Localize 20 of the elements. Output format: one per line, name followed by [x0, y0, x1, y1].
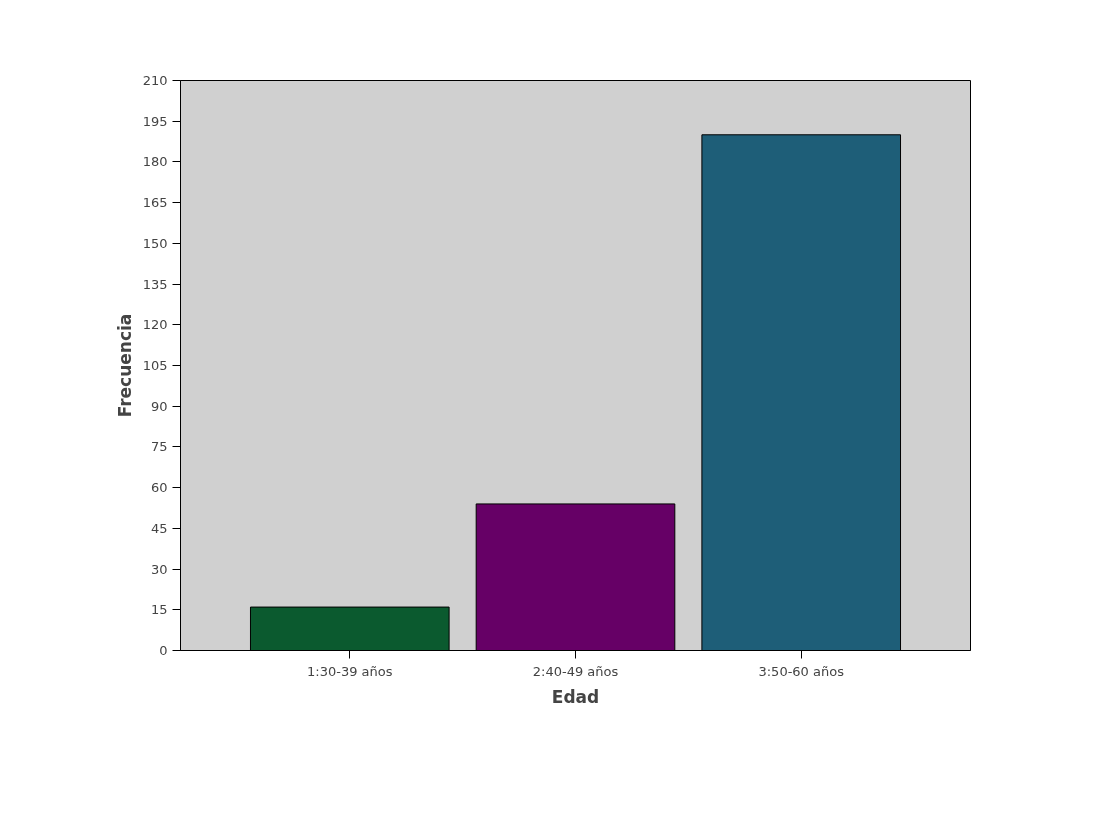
y-tick-label: 30	[150, 561, 168, 577]
y-tick-label: 165	[142, 195, 168, 211]
y-tick-label: 150	[142, 235, 168, 251]
y-tick-label: 195	[142, 113, 168, 129]
x-axis-title: Edad	[551, 686, 600, 707]
y-tick-label: 60	[150, 480, 168, 496]
y-tick-label: 180	[142, 154, 168, 170]
x-tick-label: 2:40-49 años	[532, 663, 619, 679]
y-tick-label: 45	[150, 520, 168, 536]
y-tick-label: 90	[150, 398, 168, 414]
x-tick-label: 1:30-39 años	[307, 663, 393, 679]
x-tick-label: 3:50-60 años	[758, 663, 845, 679]
y-tick-label: 135	[142, 276, 168, 292]
y-tick-label: 75	[150, 439, 168, 455]
y-tick-label: 0	[159, 643, 168, 658]
y-tick-label: 15	[150, 602, 168, 618]
y-axis-title: Frecuencia	[114, 313, 135, 418]
y-tick-label: 105	[142, 358, 168, 373]
y-tick-label: 210	[142, 73, 168, 88]
y-tick-label: 120	[142, 317, 168, 333]
